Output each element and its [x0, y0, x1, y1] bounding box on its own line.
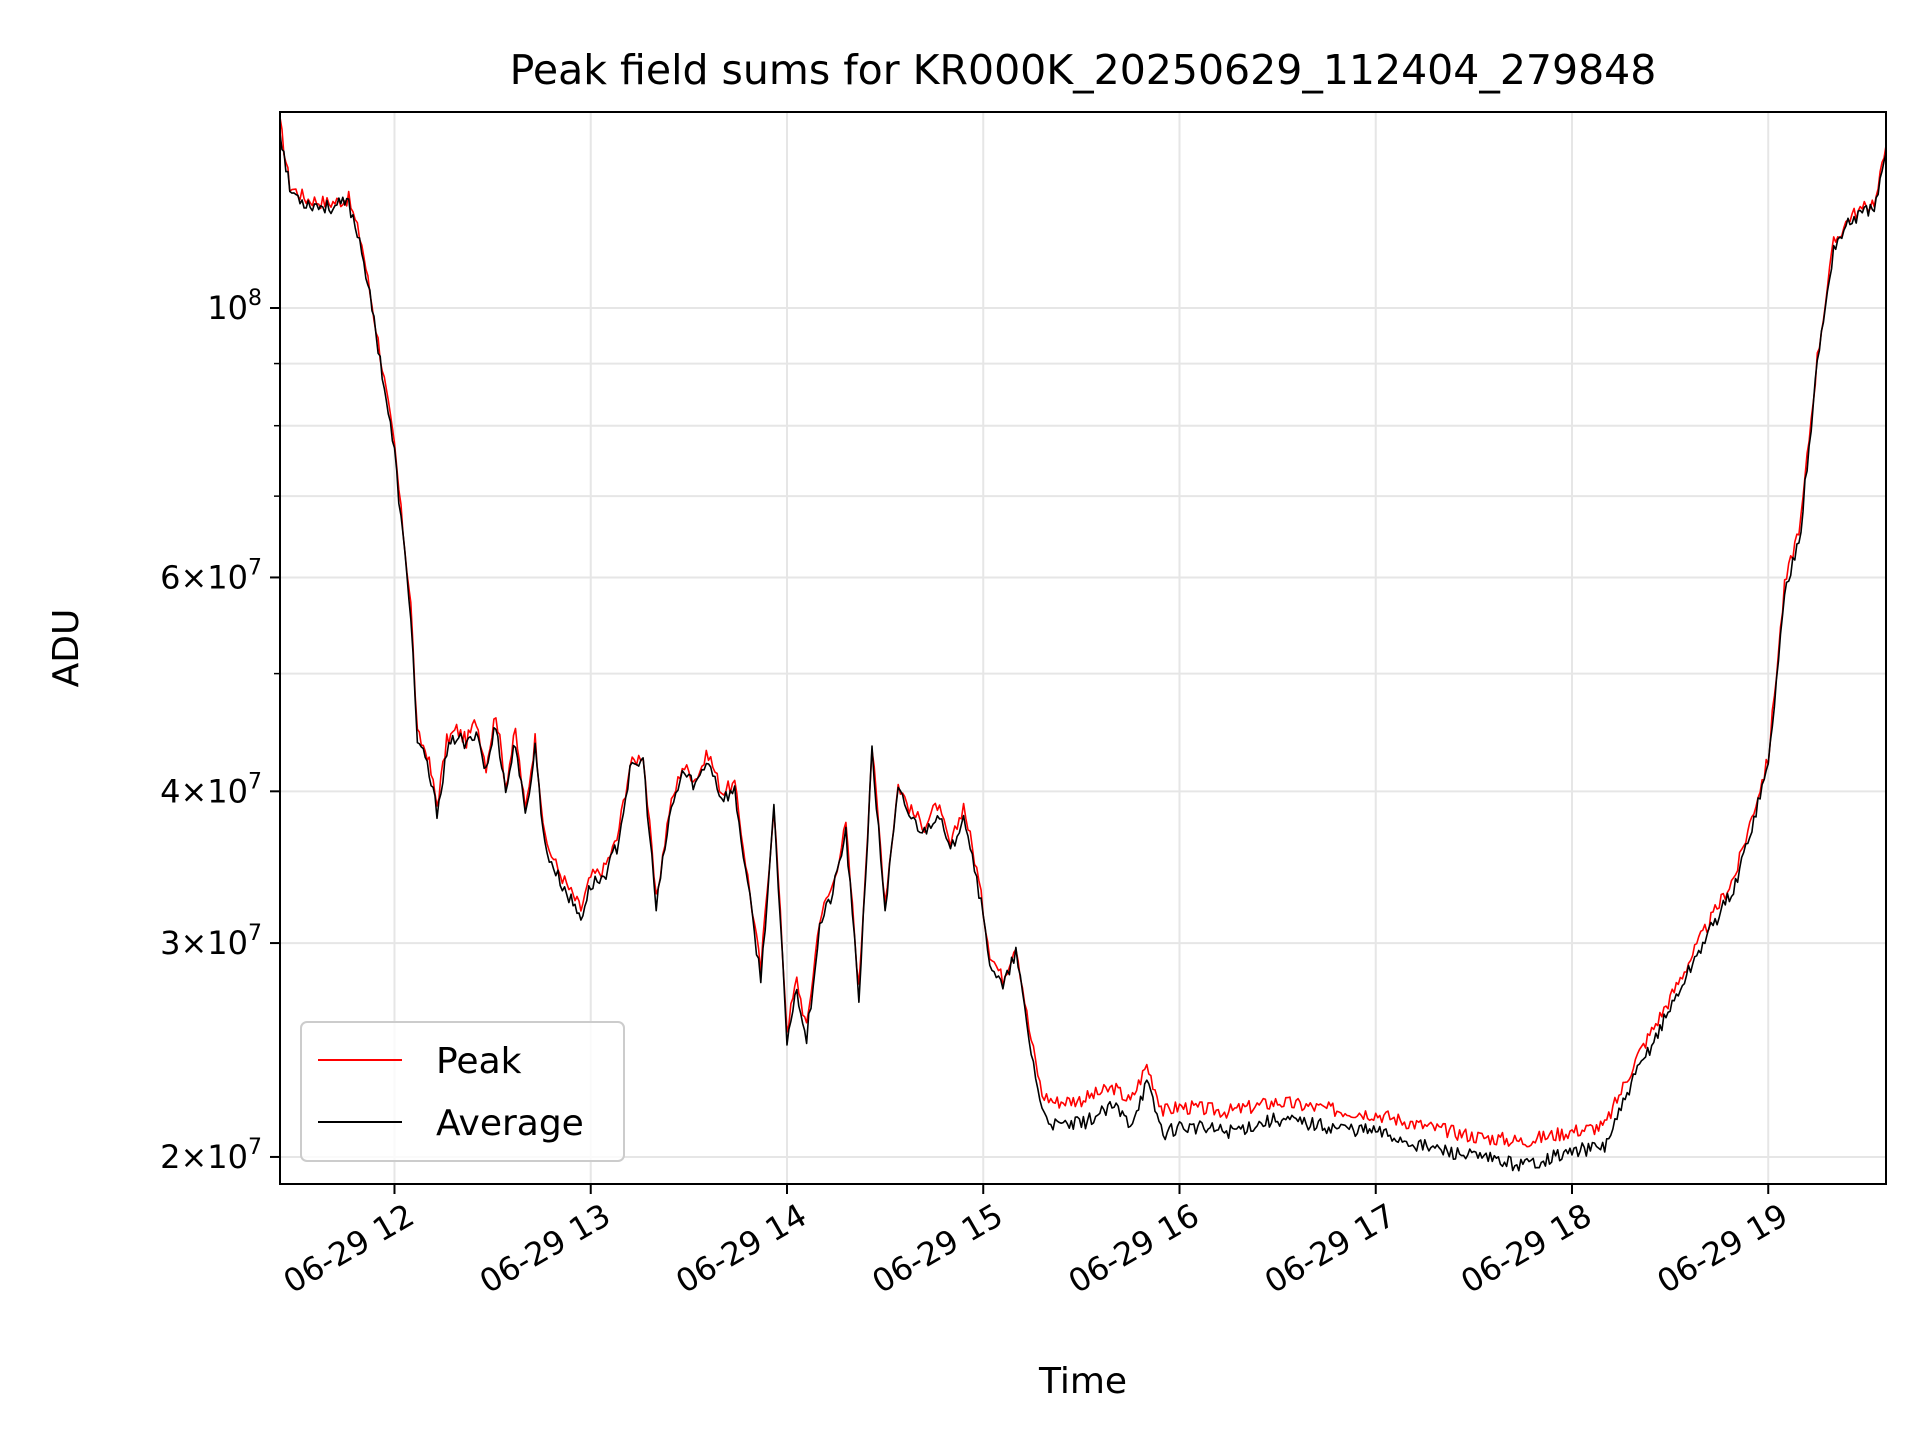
plot-frame: [279, 111, 1887, 1185]
legend-label-peak: Peak: [436, 1041, 522, 1082]
legend-box: [300, 1021, 625, 1162]
chart-title: Peak field sums for KR000K_20250629_1124…: [510, 46, 1657, 94]
y-tick-label: 2×107: [160, 1135, 262, 1176]
y-axis-title: ADU: [46, 609, 87, 688]
y-tick-label: 3×107: [160, 921, 262, 962]
y-axis: 2×107 3×107 4×107 6×107 108: [160, 286, 280, 1176]
y-tick-label: 4×107: [160, 769, 262, 810]
series-layer: [279, 117, 1887, 1172]
legend: Peak Average: [300, 1021, 625, 1162]
y-tick-label: 6×107: [160, 555, 262, 596]
gridlines: [280, 112, 1886, 1184]
y-tick-label: 108: [207, 286, 262, 327]
series-line-average: [279, 133, 1887, 1172]
x-axis-title: Time: [1038, 1361, 1127, 1402]
legend-label-average: Average: [436, 1103, 584, 1144]
